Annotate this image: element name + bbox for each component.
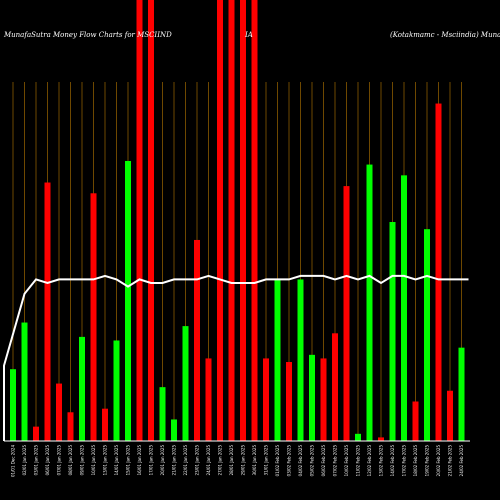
x-tick-label: 06/02 Feb 2025 bbox=[321, 445, 326, 477]
x-tick-label: 06/01 Jan 2025 bbox=[45, 445, 50, 476]
x-tick-label: 16/01 Jan 2025 bbox=[137, 445, 142, 476]
bar-18 bbox=[205, 358, 212, 441]
bar-9 bbox=[102, 408, 108, 441]
bar-1 bbox=[10, 369, 16, 441]
bar-15 bbox=[171, 419, 177, 441]
chart-title-right: (Kotakmamc - Msciindia) Munaf bbox=[390, 31, 500, 39]
chart-title-left: MunafaSutra Money Flow Charts for MSCIIN… bbox=[3, 31, 172, 39]
x-tick-label: 24/01 Jan 2025 bbox=[206, 445, 211, 476]
bar-27 bbox=[309, 354, 315, 441]
x-tick-label: 18/02 Feb 2025 bbox=[413, 445, 418, 477]
bar-31 bbox=[355, 433, 361, 441]
bar-40 bbox=[458, 347, 465, 441]
x-tick-label: 27/01 Jan 2025 bbox=[218, 445, 223, 476]
bar-38 bbox=[435, 103, 442, 441]
x-tick-label: 22/01 Jan 2025 bbox=[183, 445, 188, 476]
bar-37 bbox=[424, 229, 430, 441]
bar-36 bbox=[412, 401, 419, 441]
bar-32 bbox=[366, 164, 373, 441]
bar-29 bbox=[332, 333, 338, 441]
x-tick-label: 03/01 Jan 2025 bbox=[34, 445, 39, 476]
x-tick-label: 01/01 Dec 2024 bbox=[11, 445, 16, 477]
money-flow-line bbox=[3, 274, 469, 441]
x-tick-label: 10/01 Jan 2025 bbox=[91, 445, 96, 476]
bar-24 bbox=[274, 279, 281, 441]
x-tick-label: 29/01 Jan 2025 bbox=[241, 445, 246, 476]
bar-7 bbox=[79, 336, 85, 441]
bar-21 bbox=[240, 0, 246, 441]
bar-39 bbox=[447, 390, 453, 441]
x-tick-label: 10/02 Feb 2025 bbox=[344, 445, 349, 477]
x-tick-label: 11/02 Feb 2025 bbox=[356, 445, 361, 477]
x-tick-label: 31/01 Jan 2025 bbox=[264, 445, 269, 476]
bar-8 bbox=[90, 193, 97, 441]
x-tick-label: 28/01 Jan 2025 bbox=[229, 445, 234, 476]
x-tick-label: 01/02 Feb 2025 bbox=[275, 445, 280, 477]
x-tick-label: 02/01 Jan 2025 bbox=[22, 445, 27, 476]
x-tick-label: 20/01 Jan 2025 bbox=[160, 445, 165, 476]
bar-23 bbox=[263, 358, 269, 441]
x-tick-label: 15/01 Jan 2025 bbox=[126, 445, 131, 476]
bar-35 bbox=[401, 175, 407, 441]
bar-17 bbox=[194, 239, 200, 441]
x-tick-label: 05/02 Feb 2025 bbox=[310, 445, 315, 477]
x-tick-label: 03/02 Feb 2025 bbox=[287, 445, 292, 477]
x-tick-label: 20/02 Feb 2025 bbox=[436, 445, 441, 477]
x-tick-label: 09/01 Jan 2025 bbox=[80, 445, 85, 476]
x-tick-label: 08/01 Jan 2025 bbox=[68, 445, 73, 476]
bar-30 bbox=[343, 186, 350, 441]
x-tick-label: 23/01 Jan 2025 bbox=[195, 445, 200, 476]
chart-title-middle: IA bbox=[244, 31, 253, 39]
x-tick-label: 07/02 Feb 2025 bbox=[333, 445, 338, 477]
bar-26 bbox=[297, 279, 304, 441]
bar-34 bbox=[389, 222, 396, 441]
bar-11 bbox=[125, 160, 131, 442]
bar-12 bbox=[136, 0, 143, 441]
bar-19 bbox=[217, 0, 223, 441]
bar-3 bbox=[33, 426, 39, 441]
bar-16 bbox=[182, 326, 189, 441]
x-tick-label: 17/02 Feb 2025 bbox=[402, 445, 407, 477]
bar-13 bbox=[148, 0, 154, 441]
x-tick-label: 14/01 Jan 2025 bbox=[114, 445, 119, 476]
x-tick-label: 21/01 Jan 2025 bbox=[172, 445, 177, 476]
bar-5 bbox=[56, 383, 62, 441]
x-tick-label: 13/01 Jan 2025 bbox=[103, 445, 108, 476]
bar-22 bbox=[251, 0, 258, 441]
x-tick-label: 14/02 Feb 2025 bbox=[390, 445, 395, 477]
x-tick-label: 12/02 Feb 2025 bbox=[367, 445, 372, 477]
bar-10 bbox=[113, 340, 120, 441]
bar-2 bbox=[21, 322, 28, 441]
x-tick-label: 07/01 Jan 2025 bbox=[57, 445, 62, 476]
line-layer bbox=[3, 274, 469, 441]
bar-33 bbox=[378, 437, 384, 441]
label-layer: 01/01 Dec 2024 02/01 Jan 2025 03/01 Jan 20… bbox=[11, 445, 465, 477]
x-tick-label: 17/01 Jan 2025 bbox=[149, 445, 154, 476]
bar-6 bbox=[67, 412, 74, 441]
x-tick-label: 04/02 Feb 2025 bbox=[298, 445, 303, 477]
x-tick-label: 21/02 Feb 2025 bbox=[448, 445, 453, 477]
x-tick-label: 30/01 Jan 2025 bbox=[252, 445, 257, 476]
bar-25 bbox=[286, 362, 292, 441]
x-tick-label: 13/02 Feb 2025 bbox=[379, 445, 384, 477]
bar-14 bbox=[159, 387, 166, 441]
bar-4 bbox=[44, 182, 51, 441]
x-tick-label: 24/02 Feb 2025 bbox=[459, 445, 464, 477]
bar-28 bbox=[320, 358, 327, 441]
bar-layer bbox=[10, 0, 465, 442]
x-tick-label: 19/02 Feb 2025 bbox=[425, 445, 430, 477]
bar-20 bbox=[228, 0, 235, 441]
